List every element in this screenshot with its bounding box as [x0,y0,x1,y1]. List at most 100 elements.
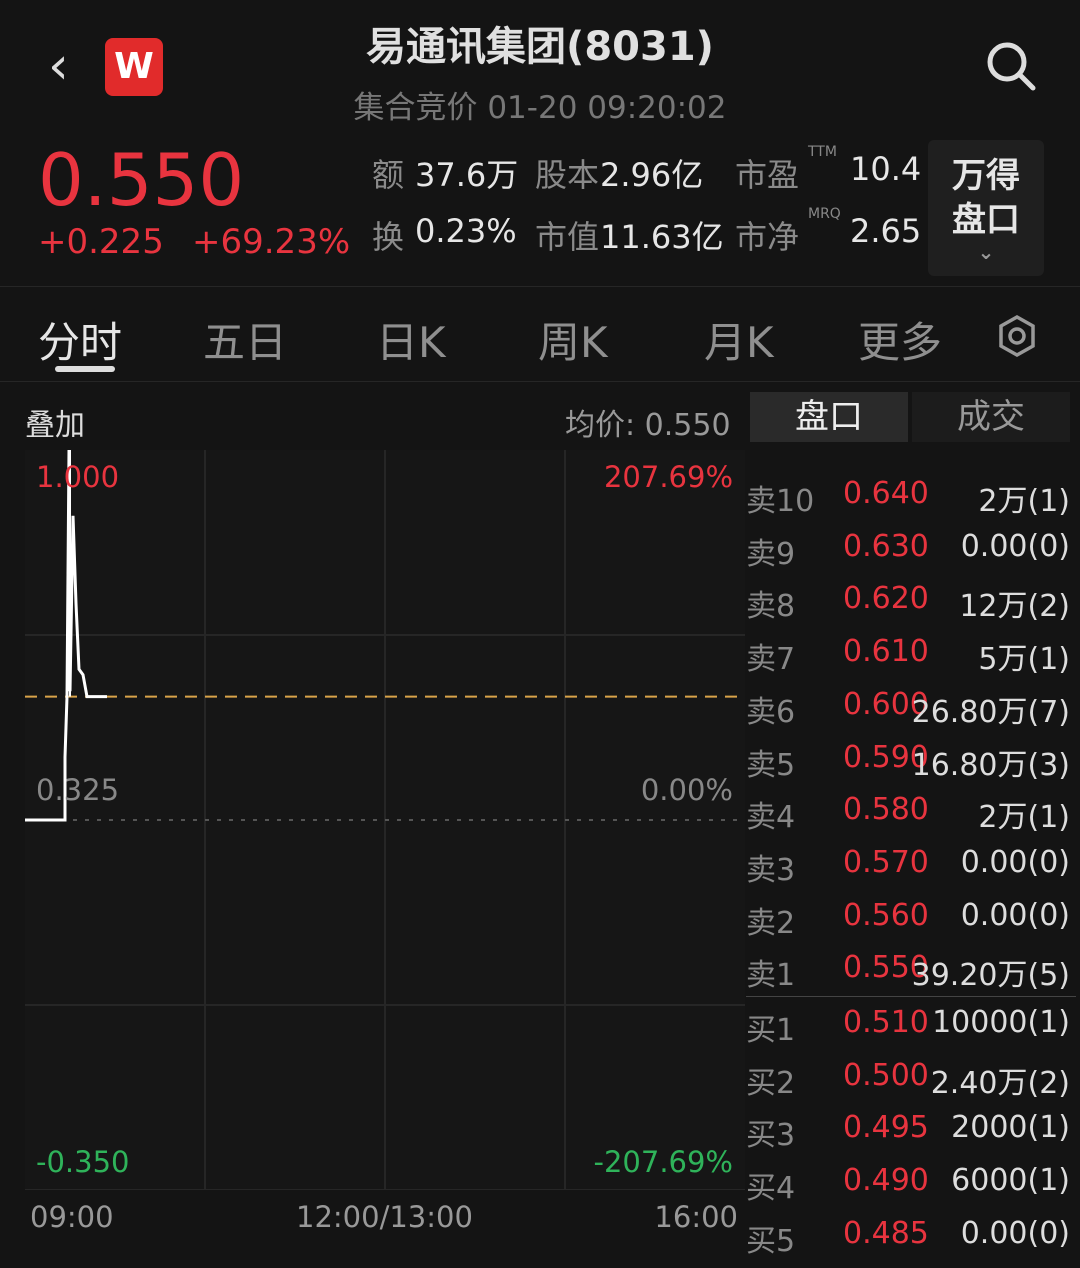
tab-1[interactable]: 五日 [203,318,288,367]
price-line [25,450,107,822]
orderbook-price: 0.560 [843,897,929,933]
tab-trades[interactable]: 成交 [912,392,1070,442]
tab-5[interactable]: 更多 [858,318,943,367]
orderbook-level: 买1 [746,1013,796,1048]
stat-value: 2.96亿 [600,156,704,194]
stat-label: 股本 [535,156,600,194]
orderbook-volume: 0.00(0) [960,1215,1070,1251]
tab-4[interactable]: 月K [704,318,774,367]
orderbook-level: 卖5 [746,747,796,783]
orderbook-level: 买3 [746,1118,796,1154]
orderbook-price: 0.490 [843,1163,929,1199]
axis-label: 0.00% [640,773,733,807]
orderbook-level: 卖3 [746,852,796,888]
orderbook-price: 0.485 [843,1215,929,1251]
orderbook-level: 卖2 [746,905,796,941]
orderbook-row: 卖10 0.640 2万(1) [746,476,1076,528]
tab-2[interactable]: 日K [376,318,446,367]
chevron-down-icon: ⌄ [977,240,995,264]
wind-button-line1: 万得 [952,156,1020,196]
page-title: 易通讯集团(8031) [366,24,714,70]
search-icon[interactable] [985,40,1037,92]
stat-label: 市净 [735,218,800,256]
orderbook-level: 卖8 [746,589,796,625]
orderbook-price: 0.600 [843,686,929,722]
active-tab-indicator [55,366,115,372]
auction-status: 集合竞价 01-20 09:20:02 [353,90,727,126]
stat-value: 11.63亿 [600,218,724,256]
stat-label: 换 [372,218,405,256]
orderbook-price: 0.550 [843,950,929,986]
orderbook-level: 卖4 [746,800,796,836]
orderbook-level: 买4 [746,1171,796,1207]
stat-value: 37.6万 [415,156,519,194]
tab-3[interactable]: 周K [538,318,608,367]
orderbook-level: 买5 [746,1223,796,1259]
orderbook-price: 0.640 [843,476,929,511]
orderbook-price: 0.620 [843,581,929,617]
orderbook-level: 卖6 [746,694,796,730]
orderbook-price: 0.500 [843,1057,929,1093]
tab-0[interactable]: 分时 [38,318,123,367]
stat-value: 0.23% [415,212,517,250]
orderbook-price: 0.495 [843,1110,929,1146]
orderbook-price: 0.580 [843,792,929,828]
orderbook-row: 买2 0.500 2.40万(2) [746,1058,1076,1110]
stat-label: 额 [372,156,405,194]
avg-price: 均价: 0.550 [565,408,731,443]
orderbook-volume: 0.00(0) [960,528,1070,564]
orderbook-row: 买4 0.490 6000(1) [746,1163,1076,1215]
axis-label: 12:00/13:00 [296,1200,473,1234]
orderbook-volume: 10000(1) [932,1005,1070,1040]
orderbook-volume: 2万(1) [978,484,1070,519]
orderbook-tabs: 盘口 成交 [750,392,1072,442]
orderbook-volume: 0.00(0) [960,897,1070,933]
stat-label: 市盈 [735,156,800,194]
orderbook-volume: 6000(1) [951,1163,1070,1199]
orderbook-volume: 39.20万(5) [911,958,1070,994]
orderbook-row: 卖5 0.590 16.80万(3) [746,740,1076,792]
stat-label: 市值 [535,218,600,256]
tab-orderbook[interactable]: 盘口 [750,392,908,442]
gear-icon[interactable] [995,314,1039,358]
stat-superscript: MRQ [808,206,841,222]
back-icon[interactable]: ‹ [48,36,69,96]
wind-button-line2: 盘口 [952,200,1020,240]
orderbook-volume: 16.80万(3) [911,747,1070,783]
wind-orderbook-button[interactable]: 万得 盘口 ⌄ [928,140,1044,276]
stat-value: 2.65 [850,212,922,250]
overlay-button[interactable]: 叠加 [25,408,85,443]
orderbook-row: 卖8 0.620 12万(2) [746,581,1076,633]
orderbook-level: 卖10 [746,484,815,519]
orderbook-volume: 2.40万(2) [930,1065,1070,1101]
orderbook-row: 卖1 0.550 39.20万(5) [746,950,1076,1002]
orderbook-price: 0.610 [843,634,929,670]
chart-tabs: 分时 五日 日K 周K 月K 更多 [0,286,1080,382]
orderbook-row: 卖4 0.580 2万(1) [746,792,1076,844]
orderbook-row: 卖3 0.570 0.00(0) [746,845,1076,897]
orderbook-volume: 0.00(0) [960,844,1070,880]
orderbook-volume: 2万(1) [978,800,1070,836]
orderbook-price: 0.570 [843,844,929,880]
orderbook-volume: 26.80万(7) [911,694,1070,730]
orderbook-row: 买3 0.495 2000(1) [746,1110,1076,1162]
price-change-pct: +69.23% [192,222,351,262]
orderbook-divider [746,996,1076,997]
wind-logo: W [105,38,163,96]
axis-label: -207.69% [593,1145,734,1179]
last-price: 0.550 [38,138,245,222]
orderbook-row: 卖9 0.630 0.00(0) [746,529,1076,581]
orderbook-level: 卖9 [746,536,796,572]
orderbook-row: 卖7 0.610 5万(1) [746,634,1076,686]
orderbook-volume: 2000(1) [951,1110,1070,1146]
orderbook-volume: 5万(1) [978,642,1070,678]
stat-superscript: TTM [808,144,837,160]
axis-label: 16:00 [654,1200,738,1234]
axis-label: 1.000 [36,460,120,494]
orderbook-level: 卖1 [746,958,796,994]
orderbook-row: 买1 0.510 10000(1) [746,1005,1076,1057]
orderbook-volume: 12万(2) [959,589,1070,625]
axis-label: 207.69% [603,460,733,494]
intraday-chart[interactable] [25,450,745,1190]
orderbook-row: 卖2 0.560 0.00(0) [746,898,1076,950]
